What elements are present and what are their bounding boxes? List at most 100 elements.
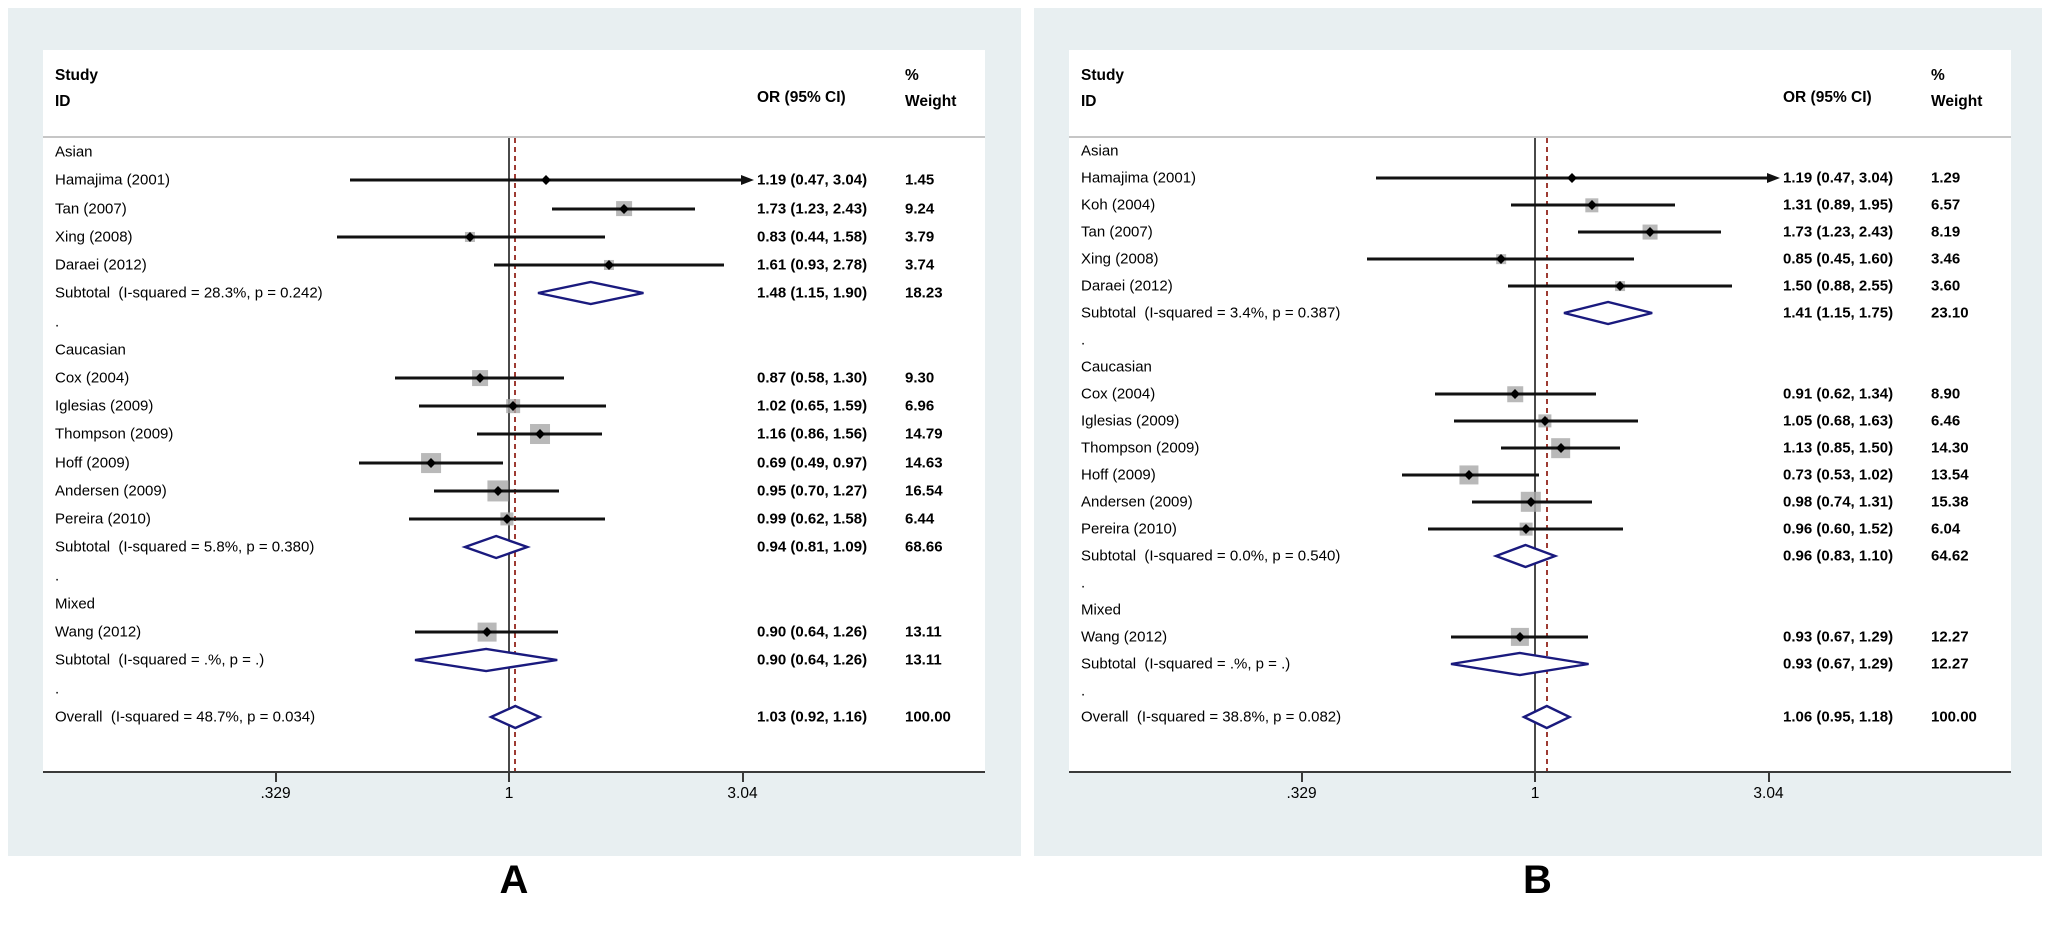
axis-tick-label: 1 <box>1530 785 1540 802</box>
forest-row-subtotal: Subtotal (I-squared = 3.4%, p = 0.387) 1.… <box>1069 300 2011 327</box>
row-label: Subtotal (I-squared = 28.3%, p = 0.242) <box>55 284 323 302</box>
forest-row-spacer: . <box>1069 677 2011 704</box>
row-label: Mixed <box>1081 601 1122 619</box>
weight-value: 13.11 <box>905 651 942 669</box>
forest-panel-b: Study ID OR (95% CI) % Weight Asian Hamajim… <box>1034 8 2042 856</box>
axis-gap <box>1069 731 2011 771</box>
weight-value: 3.79 <box>905 228 935 246</box>
weight-value: 14.63 <box>905 454 943 472</box>
or-ci-value: 0.83 (0.44, 1.58) <box>757 228 868 246</box>
weight-value: 9.30 <box>905 369 935 387</box>
row-label: Subtotal (I-squared = 3.4%, p = 0.387) <box>1081 304 1341 322</box>
axis-tick-label: 3.04 <box>1753 785 1784 802</box>
weight-value: 100.00 <box>1931 708 1977 726</box>
study-header-line2: ID <box>55 93 71 110</box>
row-label: Iglesias (2009) <box>55 397 154 415</box>
or-ci-value: 1.05 (0.68, 1.63) <box>1783 412 1894 430</box>
axis-tick-mark <box>1767 773 1770 782</box>
forest-row-study: Pereira (2010) 0.99 (0.62, 1.58) 6.44 <box>43 505 985 533</box>
forest-row-study: Wang (2012) 0.93 (0.67, 1.29) 12.27 <box>1069 623 2011 650</box>
row-label: . <box>55 680 60 698</box>
or-ci-value: 0.85 (0.45, 1.60) <box>1783 250 1894 268</box>
row-label: Pereira (2010) <box>1081 520 1177 538</box>
forest-row-group: Mixed <box>43 590 985 618</box>
weight-value: 6.04 <box>1931 520 1961 538</box>
row-label: Thompson (2009) <box>55 425 174 443</box>
subtotal-pooled-diamond <box>1492 543 1559 569</box>
row-label: Pereira (2010) <box>55 510 151 528</box>
weight-column-header: % Weight <box>905 63 956 115</box>
or-ci-value: 0.95 (0.70, 1.27) <box>757 482 868 500</box>
forest-row-study: Hamajima (2001) 1.19 (0.47, 3.04) 1.45 <box>43 166 985 194</box>
row-label: Cox (2004) <box>1081 385 1156 403</box>
overall-or-dashed-line <box>514 138 517 771</box>
weight-value: 8.90 <box>1931 385 1961 403</box>
subtotal-pooled-diamond <box>415 648 558 673</box>
forest-row-study: Iglesias (2009) 1.02 (0.65, 1.59) 6.96 <box>43 392 985 420</box>
row-label: Subtotal (I-squared = 5.8%, p = 0.380) <box>55 538 315 556</box>
weight-value: 64.62 <box>1931 547 1969 565</box>
or-ci-value: 0.91 (0.62, 1.34) <box>1783 385 1894 403</box>
row-label: Iglesias (2009) <box>1081 412 1180 430</box>
weight-value: 16.54 <box>905 482 943 500</box>
weight-header: Weight <box>1931 93 1983 110</box>
or-ci-value: 1.19 (0.47, 3.04) <box>757 171 868 189</box>
forest-row-study: Koh (2004) 1.31 (0.89, 1.95) 6.57 <box>1069 192 2011 219</box>
row-label: Cox (2004) <box>55 369 130 387</box>
study-header-line2: ID <box>1081 93 1097 110</box>
row-label: Tan (2007) <box>55 200 127 218</box>
forest-row-group: Caucasian <box>43 336 985 364</box>
subtotal-pooled-diamond <box>461 535 531 560</box>
ci-arrowhead-icon <box>1767 173 1780 184</box>
row-label: Xing (2008) <box>55 228 133 246</box>
plot-area-a: Study ID OR (95% CI) % Weight Asian Hamajim… <box>43 50 985 773</box>
row-label: Subtotal (I-squared = 0.0%, p = 0.540) <box>1081 547 1341 565</box>
weight-value: 6.44 <box>905 510 935 528</box>
forest-row-subtotal: Subtotal (I-squared = 0.0%, p = 0.540) 0.… <box>1069 542 2011 569</box>
row-label: Xing (2008) <box>1081 250 1159 268</box>
or-ci-value: 0.96 (0.83, 1.10) <box>1783 547 1894 565</box>
or-ci-value: 1.06 (0.95, 1.18) <box>1783 708 1894 726</box>
or-ci-value: 0.69 (0.49, 0.97) <box>757 454 868 472</box>
study-header-line1: Study <box>1081 67 1125 84</box>
or-ci-value: 0.87 (0.58, 1.30) <box>757 369 868 387</box>
weight-value: 3.60 <box>1931 277 1961 295</box>
forest-row-subtotal: Subtotal (I-squared = 5.8%, p = 0.380) 0.… <box>43 533 985 561</box>
forest-row-study: Daraei (2012) 1.61 (0.93, 2.78) 3.74 <box>43 251 985 279</box>
axis-tick-mark <box>274 773 277 782</box>
or-ci-value: 1.61 (0.93, 2.78) <box>757 256 868 274</box>
overall-or-dashed-line <box>1546 138 1549 771</box>
forest-row-study: Xing (2008) 0.83 (0.44, 1.58) 3.79 <box>43 223 985 251</box>
forest-panel-a: Study ID OR (95% CI) % Weight Asian Hamajim… <box>8 8 1021 856</box>
or-ci-value: 0.93 (0.67, 1.29) <box>1783 628 1894 646</box>
row-label: Subtotal (I-squared = .%, p = .) <box>1081 655 1291 673</box>
forest-row-study: Hoff (2009) 0.69 (0.49, 0.97) 14.63 <box>43 449 985 477</box>
row-label: . <box>1081 682 1086 700</box>
row-label: Thompson (2009) <box>1081 439 1200 457</box>
weight-value: 12.27 <box>1931 655 1969 673</box>
axis-tick-mark <box>741 773 744 782</box>
point-estimate-marker <box>540 175 551 186</box>
axis-tick-label: 3.04 <box>727 785 758 802</box>
weight-value: 6.46 <box>1931 412 1961 430</box>
axis-tick-mark <box>1300 773 1303 782</box>
null-line <box>1534 138 1536 771</box>
weight-value: 1.45 <box>905 171 935 189</box>
axis-tick-label: .329 <box>260 785 291 802</box>
forest-row-spacer: . <box>43 307 985 335</box>
row-label: . <box>55 313 60 331</box>
or-ci-value: 1.13 (0.85, 1.50) <box>1783 439 1894 457</box>
row-label: Tan (2007) <box>1081 223 1153 241</box>
weight-value: 13.11 <box>905 623 942 641</box>
row-label: Overall (I-squared = 38.8%, p = 0.082) <box>1081 708 1342 726</box>
or-ci-value: 1.48 (1.15, 1.90) <box>757 284 868 302</box>
forest-rows-a: Asian Hamajima (2001) 1.19 (0.47, 3.04) 1.4… <box>43 138 985 771</box>
forest-row-overall: Overall (I-squared = 38.8%, p = 0.082) 1.… <box>1069 704 2011 731</box>
weight-value: 12.27 <box>1931 628 1969 646</box>
or-ci-value: 0.99 (0.62, 1.58) <box>757 510 868 528</box>
or-ci-value: 1.02 (0.65, 1.59) <box>757 397 868 415</box>
panel-label-a: A <box>499 858 530 902</box>
row-label: Daraei (2012) <box>1081 277 1173 295</box>
row-label: Caucasian <box>55 341 126 359</box>
or-ci-value: 1.73 (1.23, 2.43) <box>757 200 868 218</box>
